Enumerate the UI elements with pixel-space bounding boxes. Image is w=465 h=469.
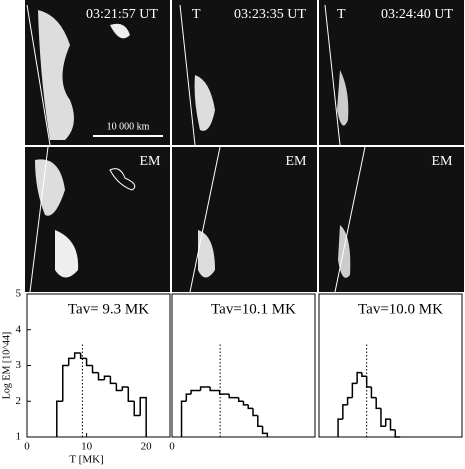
histogram-step xyxy=(121,386,129,391)
em-label: EM xyxy=(140,154,162,169)
scale-bar-label: 10 000 km xyxy=(107,121,150,132)
blob xyxy=(55,230,79,278)
histogram-step xyxy=(127,386,135,402)
histogram-step xyxy=(97,372,105,381)
histogram-step xyxy=(389,419,396,431)
limb-line xyxy=(189,146,221,293)
em-label: EM xyxy=(432,154,454,169)
histogram-step xyxy=(85,358,93,367)
plot-frame xyxy=(318,293,463,438)
histogram-step xyxy=(56,400,63,437)
histogram-step xyxy=(67,357,75,366)
histogram-step xyxy=(342,404,348,420)
histogram-step xyxy=(261,426,269,437)
annotation: Tav=10.0 MK xyxy=(358,301,443,317)
x-tick-label: 0 xyxy=(24,441,30,453)
histogram-step xyxy=(185,393,192,402)
histogram-step xyxy=(247,404,254,410)
histogram-step xyxy=(394,429,401,438)
x-tick-label: 20 xyxy=(141,441,153,453)
histogram-step xyxy=(380,408,386,428)
histogram-step xyxy=(361,372,367,377)
limb-line xyxy=(324,4,341,146)
y-tick-label: 2 xyxy=(16,395,22,407)
histogram-step xyxy=(252,408,258,417)
histogram-step xyxy=(79,352,87,360)
t-label: T xyxy=(337,7,346,22)
timestamp: 03:23:35 UT xyxy=(234,7,306,22)
histogram-step xyxy=(384,418,391,427)
image xyxy=(172,147,317,292)
histogram-step xyxy=(115,383,123,392)
timestamp: 03:24:40 UT xyxy=(381,7,453,22)
x-axis-label: T [MK] xyxy=(69,454,103,466)
blob xyxy=(337,70,349,126)
histogram-step xyxy=(109,376,117,385)
y-tick-label: 4 xyxy=(16,323,22,335)
contour xyxy=(109,168,136,191)
histogram-step xyxy=(337,418,343,437)
x-tick-label: 10 xyxy=(81,441,93,453)
histogram-step xyxy=(190,389,196,395)
histogram-step xyxy=(133,401,141,417)
histogram-step xyxy=(356,371,362,384)
y-tick-label: 5 xyxy=(16,288,22,300)
histogram-step xyxy=(257,415,263,428)
histogram-step xyxy=(346,396,353,405)
histogram-step xyxy=(228,394,234,399)
annotation: Tav= 9.3 MK xyxy=(68,301,149,317)
limb-line xyxy=(179,4,196,146)
em-label: EM xyxy=(286,154,308,169)
blob xyxy=(110,23,130,39)
y-axis-label: Log EM [10^44] xyxy=(1,332,12,399)
plot-frame xyxy=(171,293,316,438)
histogram-step xyxy=(375,397,381,410)
histogram-step xyxy=(91,365,99,374)
timestamp: 03:21:57 UT xyxy=(86,7,158,22)
histogram-step xyxy=(199,386,206,391)
histogram-step xyxy=(242,401,249,406)
y-tick-label: 1 xyxy=(16,431,22,443)
limb-line xyxy=(29,146,49,293)
histogram-step xyxy=(351,382,358,398)
histogram-step xyxy=(62,364,69,402)
limb-line xyxy=(26,4,51,146)
histogram-step xyxy=(209,386,215,392)
histogram-step xyxy=(365,376,372,388)
y-tick-label: 3 xyxy=(16,359,22,371)
blob xyxy=(198,230,215,278)
histogram-step xyxy=(370,386,377,399)
blob xyxy=(35,159,65,216)
t-label: T xyxy=(192,7,201,22)
annotation: Tav=10.1 MK xyxy=(211,301,296,317)
histogram-step xyxy=(180,400,187,437)
histogram-step xyxy=(139,396,147,437)
image xyxy=(172,0,317,145)
limb-line xyxy=(334,146,366,293)
histogram-step xyxy=(103,375,111,380)
x-tick-label: 0 xyxy=(169,441,175,453)
blob xyxy=(194,75,215,131)
histogram-step xyxy=(73,352,81,359)
histograms: 1 2 3 4 5 0 10 20 Tav= 9.3 MK Log EM [10^44] T [MK… xyxy=(1,288,463,466)
blob xyxy=(38,10,74,140)
image-panels: 10 000 km 03:21:57 UT 03:23:35 UT 03:24:… xyxy=(25,0,464,293)
histogram-step xyxy=(237,397,244,402)
